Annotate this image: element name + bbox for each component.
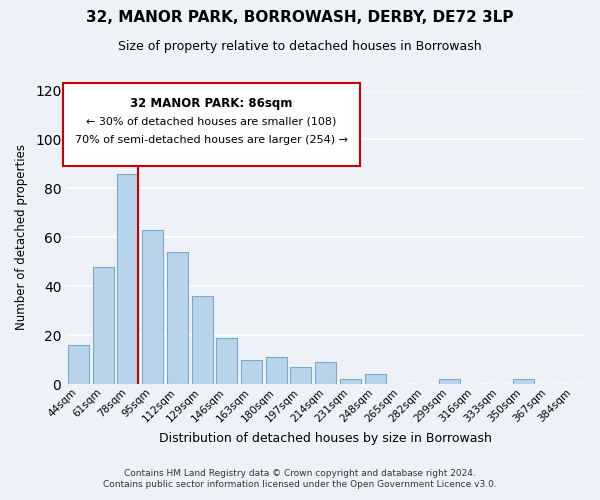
Bar xyxy=(340,379,361,384)
Text: Contains HM Land Registry data © Crown copyright and database right 2024.: Contains HM Land Registry data © Crown c… xyxy=(124,468,476,477)
Bar xyxy=(93,266,114,384)
Bar xyxy=(315,362,336,384)
Bar xyxy=(167,252,188,384)
Bar xyxy=(191,296,212,384)
Bar xyxy=(68,345,89,384)
Text: 70% of semi-detached houses are larger (254) →: 70% of semi-detached houses are larger (… xyxy=(75,136,348,145)
Text: Contains public sector information licensed under the Open Government Licence v3: Contains public sector information licen… xyxy=(103,480,497,489)
Bar xyxy=(241,360,262,384)
Text: 32, MANOR PARK, BORROWASH, DERBY, DE72 3LP: 32, MANOR PARK, BORROWASH, DERBY, DE72 3… xyxy=(86,10,514,25)
Bar xyxy=(266,357,287,384)
X-axis label: Distribution of detached houses by size in Borrowash: Distribution of detached houses by size … xyxy=(159,432,492,445)
Text: ← 30% of detached houses are smaller (108): ← 30% of detached houses are smaller (10… xyxy=(86,117,337,127)
Y-axis label: Number of detached properties: Number of detached properties xyxy=(15,144,28,330)
Bar xyxy=(365,374,386,384)
Bar xyxy=(439,379,460,384)
Bar xyxy=(118,174,139,384)
Text: 32 MANOR PARK: 86sqm: 32 MANOR PARK: 86sqm xyxy=(130,96,293,110)
Bar xyxy=(513,379,534,384)
Bar xyxy=(142,230,163,384)
Bar xyxy=(216,338,237,384)
Bar xyxy=(290,367,311,384)
Text: Size of property relative to detached houses in Borrowash: Size of property relative to detached ho… xyxy=(118,40,482,53)
